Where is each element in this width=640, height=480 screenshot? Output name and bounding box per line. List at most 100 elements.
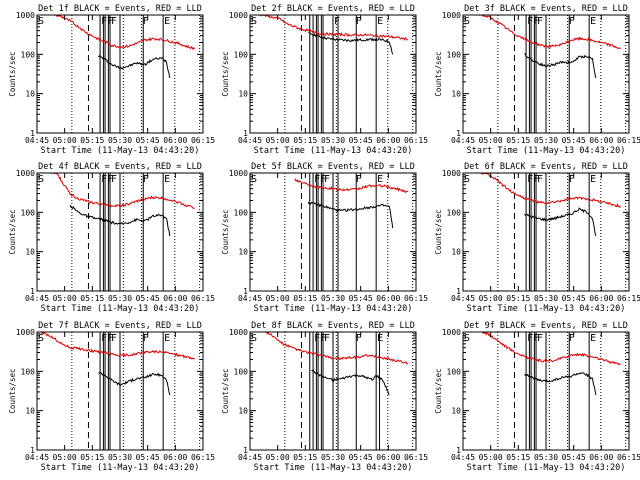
y-tick-label: 1000 — [442, 169, 461, 178]
event-marker-label: E — [164, 174, 170, 185]
plot-area — [471, 173, 627, 291]
event-marker-label: E — [164, 16, 170, 27]
plot-area — [254, 332, 414, 450]
y-tick-label: 1 — [30, 129, 35, 138]
x-axis-label: Start Time (11-May-13 04:43:20) — [254, 463, 413, 473]
y-tick-label: 1 — [243, 287, 248, 296]
event-marker-label: F — [537, 16, 543, 27]
lld-series-line — [294, 178, 409, 194]
event-marker-label: F — [356, 333, 362, 344]
y-tick-label: 100 — [234, 50, 249, 59]
event-marker-label: FF — [314, 174, 326, 185]
y-tick-label: 10 — [238, 248, 248, 257]
x-tick-label: 05:15 — [506, 453, 530, 462]
x-tick-label: 05:45 — [136, 136, 160, 145]
y-tick-label: 1 — [456, 446, 461, 455]
x-tick-label: 05:30 — [108, 294, 132, 303]
chart-title: Det 4f BLACK = Events, RED = LLD — [38, 162, 202, 172]
event-marker-label: E — [164, 333, 170, 344]
event-marker-label: E — [377, 16, 383, 27]
x-tick-label: 05:45 — [349, 453, 373, 462]
x-axis-label: Start Time (11-May-13 04:43:20) — [467, 463, 626, 473]
x-axis-label: Start Time (11-May-13 04:43:20) — [467, 146, 626, 156]
event-marker-label: F — [537, 174, 543, 185]
x-tick-label: 05:00 — [53, 453, 77, 462]
x-tick-label: 06:00 — [376, 136, 400, 145]
event-marker-label: F — [111, 333, 117, 344]
y-tick-label: 1000 — [229, 169, 248, 178]
event-marker-label: F — [143, 333, 149, 344]
x-tick-label: 05:45 — [136, 453, 160, 462]
x-tick-label: 04:45 — [238, 453, 262, 462]
x-tick-label: 06:00 — [163, 453, 187, 462]
event-marker-label: FF — [101, 16, 113, 27]
event-marker-label: F — [569, 16, 575, 27]
event-marker-label: S — [464, 174, 470, 185]
x-tick-label: 05:15 — [506, 136, 530, 145]
plot-area — [39, 332, 201, 450]
y-tick-label: 1 — [243, 129, 248, 138]
y-axis-label: Counts/sec — [8, 368, 17, 413]
x-tick-label: 05:00 — [266, 294, 290, 303]
event-marker-label: F — [111, 174, 117, 185]
x-tick-label: 05:45 — [136, 294, 160, 303]
x-tick-label: 06:00 — [589, 453, 613, 462]
y-tick-label: 10 — [238, 407, 248, 416]
event-marker-label: F — [143, 16, 149, 27]
x-tick-label: 05:00 — [479, 136, 503, 145]
event-marker-label: S — [251, 174, 257, 185]
event-marker-label: E — [377, 174, 383, 185]
y-axis-label: Counts/sec — [8, 51, 17, 96]
x-tick-label: 05:15 — [293, 294, 317, 303]
plot-area — [470, 15, 627, 133]
x-tick-label: 05:30 — [108, 453, 132, 462]
event-marker-label: S — [38, 174, 44, 185]
chart-title: Det 5f BLACK = Events, RED = LLD — [251, 162, 415, 172]
y-axis-label: Counts/sec — [434, 51, 443, 96]
x-tick-label: 05:45 — [562, 136, 586, 145]
x-tick-label: 06:15 — [617, 453, 640, 462]
plot-area — [252, 15, 414, 133]
y-tick-label: 1000 — [442, 11, 461, 20]
events-series-line — [69, 204, 171, 237]
event-marker-label: F — [324, 174, 330, 185]
x-tick-label: 06:00 — [163, 294, 187, 303]
y-tick-label: 10 — [25, 248, 35, 257]
x-tick-label: 04:45 — [451, 294, 475, 303]
y-tick-label: 1000 — [16, 11, 35, 20]
x-tick-label: 04:45 — [25, 294, 49, 303]
x-tick-label: 05:30 — [534, 136, 558, 145]
event-marker-label: E — [590, 16, 596, 27]
events-series-line — [97, 55, 171, 79]
y-tick-label: 10 — [451, 248, 461, 257]
x-tick-label: 05:15 — [80, 136, 104, 145]
events-series-line — [524, 207, 597, 237]
plot-area — [41, 15, 201, 133]
chart-panel-2: Det 2f BLACK = Events, RED = LLD S F F E 1 10 1… — [221, 4, 428, 156]
x-tick-label: 06:15 — [617, 136, 640, 145]
y-axis-label: Counts/sec — [8, 209, 17, 254]
chart-title: Det 6f BLACK = Events, RED = LLD — [464, 162, 628, 172]
event-marker-label: FF — [101, 174, 113, 185]
chart-title: Det 9f BLACK = Events, RED = LLD — [464, 321, 628, 331]
x-tick-label: 06:15 — [191, 453, 215, 462]
x-tick-label: 06:15 — [404, 136, 428, 145]
lld-series-line — [39, 332, 195, 360]
x-tick-label: 05:15 — [506, 294, 530, 303]
x-axis-label: Start Time (11-May-13 04:43:20) — [254, 146, 413, 156]
x-tick-label: 05:15 — [293, 453, 317, 462]
lld-series-line — [470, 15, 622, 49]
events-series-line — [307, 31, 394, 55]
chart-title: Det 7f BLACK = Events, RED = LLD — [38, 321, 202, 331]
x-axis-label: Start Time (11-May-13 04:43:20) — [254, 304, 413, 314]
x-tick-label: 06:15 — [191, 294, 215, 303]
event-marker-label: E — [590, 333, 596, 344]
x-axis-label: Start Time (11-May-13 04:43:20) — [41, 146, 200, 156]
x-tick-label: 05:15 — [80, 453, 104, 462]
event-marker-label: F — [324, 333, 330, 344]
